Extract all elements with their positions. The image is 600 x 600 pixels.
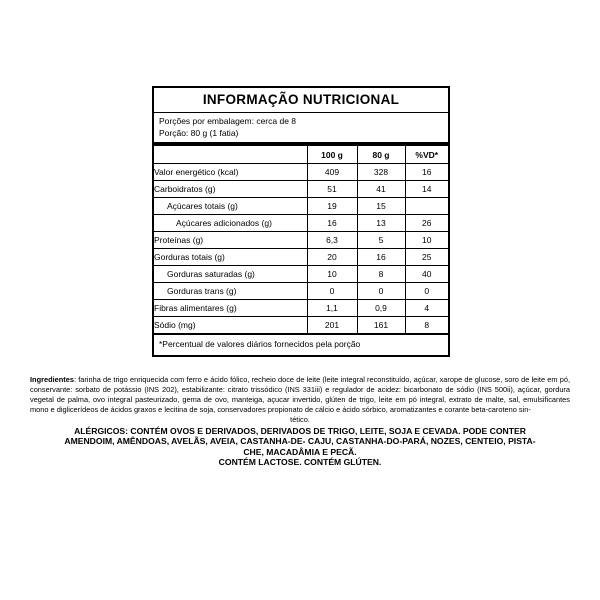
column-header-portion: 80 g [356, 146, 405, 165]
nutrient-value-portion: 41 [356, 180, 405, 199]
panel-title: INFORMAÇÃO NUTRICIONAL [154, 88, 448, 113]
allergen-line-2: AMENDOIM, AMÊNDOAS, AVELÃS, AVEIA, CASTA… [64, 436, 536, 447]
nutrient-value-portion: 161 [356, 316, 405, 336]
nutrient-name: Sódio (mg) [154, 316, 307, 336]
nutrition-table-body: Valor energético (kcal) 409 328 16 Carboidra… [154, 163, 448, 336]
nutrient-value-100g: 16 [306, 214, 357, 233]
nutrient-value-portion: 16 [356, 248, 405, 267]
nutrient-name: Gorduras totais (g) [154, 248, 307, 267]
nutrient-value-100g: 201 [306, 316, 357, 336]
nutrient-value-vd: 4 [404, 299, 448, 318]
nutrient-value-vd: 16 [404, 163, 448, 182]
table-row: Gorduras saturadas (g) 10 8 40 [154, 265, 448, 284]
table-row: Sódio (mg) 201 161 8 [154, 316, 448, 336]
table-row: Açúcares totais (g) 19 15 [154, 197, 448, 216]
nutrient-value-vd [404, 197, 448, 216]
ingredients-block: Ingredientes: farinha de trigo enriqueci… [30, 375, 570, 467]
table-row: Açúcares adicionados (g) 16 13 26 [154, 214, 448, 233]
nutrient-value-100g: 1,1 [306, 299, 357, 318]
nutrient-value-100g: 51 [306, 180, 357, 199]
nutrient-value-vd: 14 [404, 180, 448, 199]
allergen-line-1: ALÉRGICOS: CONTÉM OVOS E DERIVADOS, DERI… [74, 425, 526, 436]
column-header-nutrient [154, 146, 307, 165]
column-header-vd: %VD* [404, 146, 448, 165]
table-row: Proteínas (g) 6,3 5 10 [154, 231, 448, 250]
nutrient-name: Valor energético (kcal) [154, 163, 307, 182]
allergen-line-3: CHE, MACADÂMIA E PECÃ. [243, 446, 357, 457]
table-row: Gorduras trans (g) 0 0 0 [154, 282, 448, 301]
allergen-line-4: CONTÉM LACTOSE. CONTÉM GLÚTEN. [218, 456, 382, 467]
table-header-row: 100 g 80 g %VD* [154, 146, 448, 165]
nutrient-name: Carboidratos (g) [154, 180, 307, 199]
nutrient-name: Açúcares adicionados (g) [154, 214, 307, 233]
nutrient-value-100g: 0 [306, 282, 357, 301]
nutrient-value-100g: 20 [306, 248, 357, 267]
servings-block: Porções por embalagem: cerca de 8 Porção… [154, 113, 448, 147]
table-row: Carboidratos (g) 51 41 14 [154, 180, 448, 199]
nutrient-value-portion: 328 [356, 163, 405, 182]
ingredients-tail: tético. [290, 414, 310, 424]
nutrient-name: Açúcares totais (g) [154, 197, 307, 216]
nutrient-name: Fibras alimentares (g) [154, 299, 307, 318]
nutrient-name: Proteínas (g) [154, 231, 307, 250]
nutrient-value-portion: 0 [356, 282, 405, 301]
nutrition-table-head: 100 g 80 g %VD* [154, 146, 448, 165]
ingredients-text: farinha de trigo enriquecida com ferro e… [30, 375, 570, 414]
nutrient-value-vd: 25 [404, 248, 448, 267]
nutrient-value-100g: 10 [306, 265, 357, 284]
nutrient-name: Gorduras saturadas (g) [154, 265, 307, 284]
nutrient-value-portion: 8 [356, 265, 405, 284]
table-row: Valor energético (kcal) 409 328 16 [154, 163, 448, 182]
ingredients-label: Ingredientes [30, 375, 74, 384]
ingredients-paragraph: Ingredientes: farinha de trigo enriqueci… [30, 375, 570, 415]
nutrient-value-portion: 13 [356, 214, 405, 233]
nutrient-value-portion: 15 [356, 197, 405, 216]
nutrient-value-100g: 6,3 [306, 231, 357, 250]
ingredients-separator: : [73, 375, 79, 384]
nutrient-value-vd: 10 [404, 231, 448, 250]
nutrient-value-vd: 0 [404, 282, 448, 301]
column-header-100g: 100 g [306, 146, 357, 165]
nutrient-value-portion: 5 [356, 231, 405, 250]
servings-per-package: Porções por embalagem: cerca de 8 [159, 115, 297, 126]
vd-footnote: *Percentual de valores diários fornecido… [159, 339, 361, 350]
serving-size: Porção: 80 g (1 fatia) [159, 127, 239, 138]
nutrition-facts-panel: INFORMAÇÃO NUTRICIONAL Porções por embal… [152, 86, 450, 358]
table-row: Gorduras totais (g) 20 16 25 [154, 248, 448, 267]
nutrient-value-vd: 8 [404, 316, 448, 336]
nutrient-value-vd: 26 [404, 214, 448, 233]
nutrient-value-portion: 0,9 [356, 299, 405, 318]
nutrient-value-vd: 40 [404, 265, 448, 284]
allergen-warning: ALÉRGICOS: CONTÉM OVOS E DERIVADOS, DERI… [30, 426, 570, 467]
nutrient-value-100g: 409 [306, 163, 357, 182]
table-row: Fibras alimentares (g) 1,1 0,9 4 [154, 299, 448, 318]
nutrient-value-100g: 19 [306, 197, 357, 216]
nutrition-table: 100 g 80 g %VD* Valor energético (kcal) 4… [154, 146, 448, 336]
nutrient-name: Gorduras trans (g) [154, 282, 307, 301]
